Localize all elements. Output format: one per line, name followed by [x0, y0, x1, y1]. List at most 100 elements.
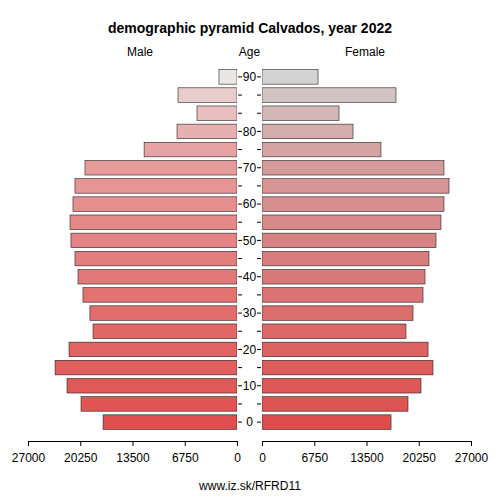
- tick-label: 90: [243, 70, 257, 84]
- bar: [262, 160, 444, 175]
- tick-label: 0: [234, 451, 241, 465]
- bar: [69, 342, 237, 357]
- bar: [144, 142, 237, 157]
- x-axis: 0 6750 13500 20250 27000: [259, 441, 488, 465]
- bar: [262, 233, 436, 248]
- bar: [197, 106, 237, 121]
- tick: 0: [259, 441, 266, 465]
- tick-label: 13500: [350, 451, 384, 465]
- bar: [177, 124, 237, 139]
- bars: [262, 70, 449, 430]
- tick-mark: [257, 331, 261, 332]
- tick-mark: [238, 422, 242, 423]
- bars: [55, 70, 237, 430]
- tick-mark: [257, 204, 261, 205]
- bar: [262, 360, 433, 375]
- tick-mark: [257, 76, 261, 77]
- tick-mark: [257, 113, 261, 114]
- tick-mark: [238, 95, 242, 96]
- tick-mark: [133, 441, 134, 446]
- tick-mark: [257, 349, 261, 350]
- tick-label: 27000: [12, 451, 46, 465]
- bar: [262, 70, 318, 85]
- tick-label: 10: [243, 379, 257, 393]
- bar: [262, 269, 425, 284]
- tick-mark: [238, 313, 242, 314]
- tick-label: 30: [243, 306, 257, 320]
- tick: 13500: [350, 441, 384, 465]
- bar: [219, 70, 237, 85]
- axis-line: [263, 442, 472, 447]
- tick-mark: [257, 367, 261, 368]
- tick-mark: [257, 422, 261, 423]
- tick-mark: [238, 294, 242, 295]
- bar: [67, 378, 237, 393]
- bar: [262, 251, 429, 266]
- bar: [262, 142, 381, 157]
- tick-mark: [238, 403, 242, 404]
- tick-mark: [238, 222, 242, 223]
- tick-mark: [257, 95, 261, 96]
- tick-label: 6750: [301, 451, 328, 465]
- tick-mark: [238, 258, 242, 259]
- tick-mark: [238, 167, 242, 168]
- bar: [262, 397, 408, 412]
- bar: [103, 415, 237, 430]
- tick-mark: [257, 403, 261, 404]
- series-header: Female: [345, 45, 385, 59]
- tick-mark: [257, 131, 261, 132]
- axis-title: Age: [239, 45, 261, 59]
- tick-mark: [238, 113, 242, 114]
- bar: [262, 342, 428, 357]
- tick-mark: [238, 204, 242, 205]
- tick-mark: [238, 131, 242, 132]
- tick-label: 0: [246, 415, 253, 429]
- bar: [55, 360, 237, 375]
- tick-mark: [471, 441, 472, 446]
- tick-mark: [238, 149, 242, 150]
- tick: 6750: [172, 441, 199, 465]
- tick: 27000: [455, 441, 489, 465]
- bar: [78, 269, 237, 284]
- tick-mark: [238, 349, 242, 350]
- source: www.iz.sk/RFRD11: [198, 479, 301, 493]
- bar: [262, 197, 444, 212]
- tick-mark: [257, 222, 261, 223]
- tick: 20250: [64, 441, 98, 465]
- tick-mark: [367, 441, 368, 446]
- bar: [73, 197, 237, 212]
- chart: demographic pyramid Calvados, year 2022M…: [0, 0, 500, 500]
- age-axis: 0102030405060708090: [238, 70, 261, 429]
- tick-mark: [238, 385, 242, 386]
- tick-label: 80: [243, 125, 257, 139]
- tick-mark: [257, 149, 261, 150]
- tick-mark: [238, 185, 242, 186]
- tick-mark: [257, 313, 261, 314]
- tick-mark: [238, 367, 242, 368]
- tick: 27000: [12, 441, 46, 465]
- bar: [262, 288, 423, 303]
- tick-label: 20250: [403, 451, 437, 465]
- tick-mark: [28, 441, 29, 446]
- bar: [262, 306, 413, 321]
- series-header: Male: [127, 45, 153, 59]
- tick: 20250: [403, 441, 437, 465]
- tick-mark: [419, 441, 420, 446]
- bar: [70, 215, 237, 230]
- bar: [83, 288, 237, 303]
- tick-label: 20250: [64, 451, 98, 465]
- tick-mark: [185, 441, 186, 446]
- tick-mark: [238, 276, 242, 277]
- tick-mark: [80, 441, 81, 446]
- bar: [90, 306, 237, 321]
- tick-label: 70: [243, 161, 257, 175]
- tick-mark: [238, 76, 242, 77]
- bar: [75, 179, 237, 194]
- tick-mark: [257, 276, 261, 277]
- tick-label: 13500: [116, 451, 150, 465]
- bar: [262, 324, 406, 339]
- tick-mark: [257, 167, 261, 168]
- bar: [178, 88, 237, 103]
- tick-mark: [238, 331, 242, 332]
- tick-mark: [257, 258, 261, 259]
